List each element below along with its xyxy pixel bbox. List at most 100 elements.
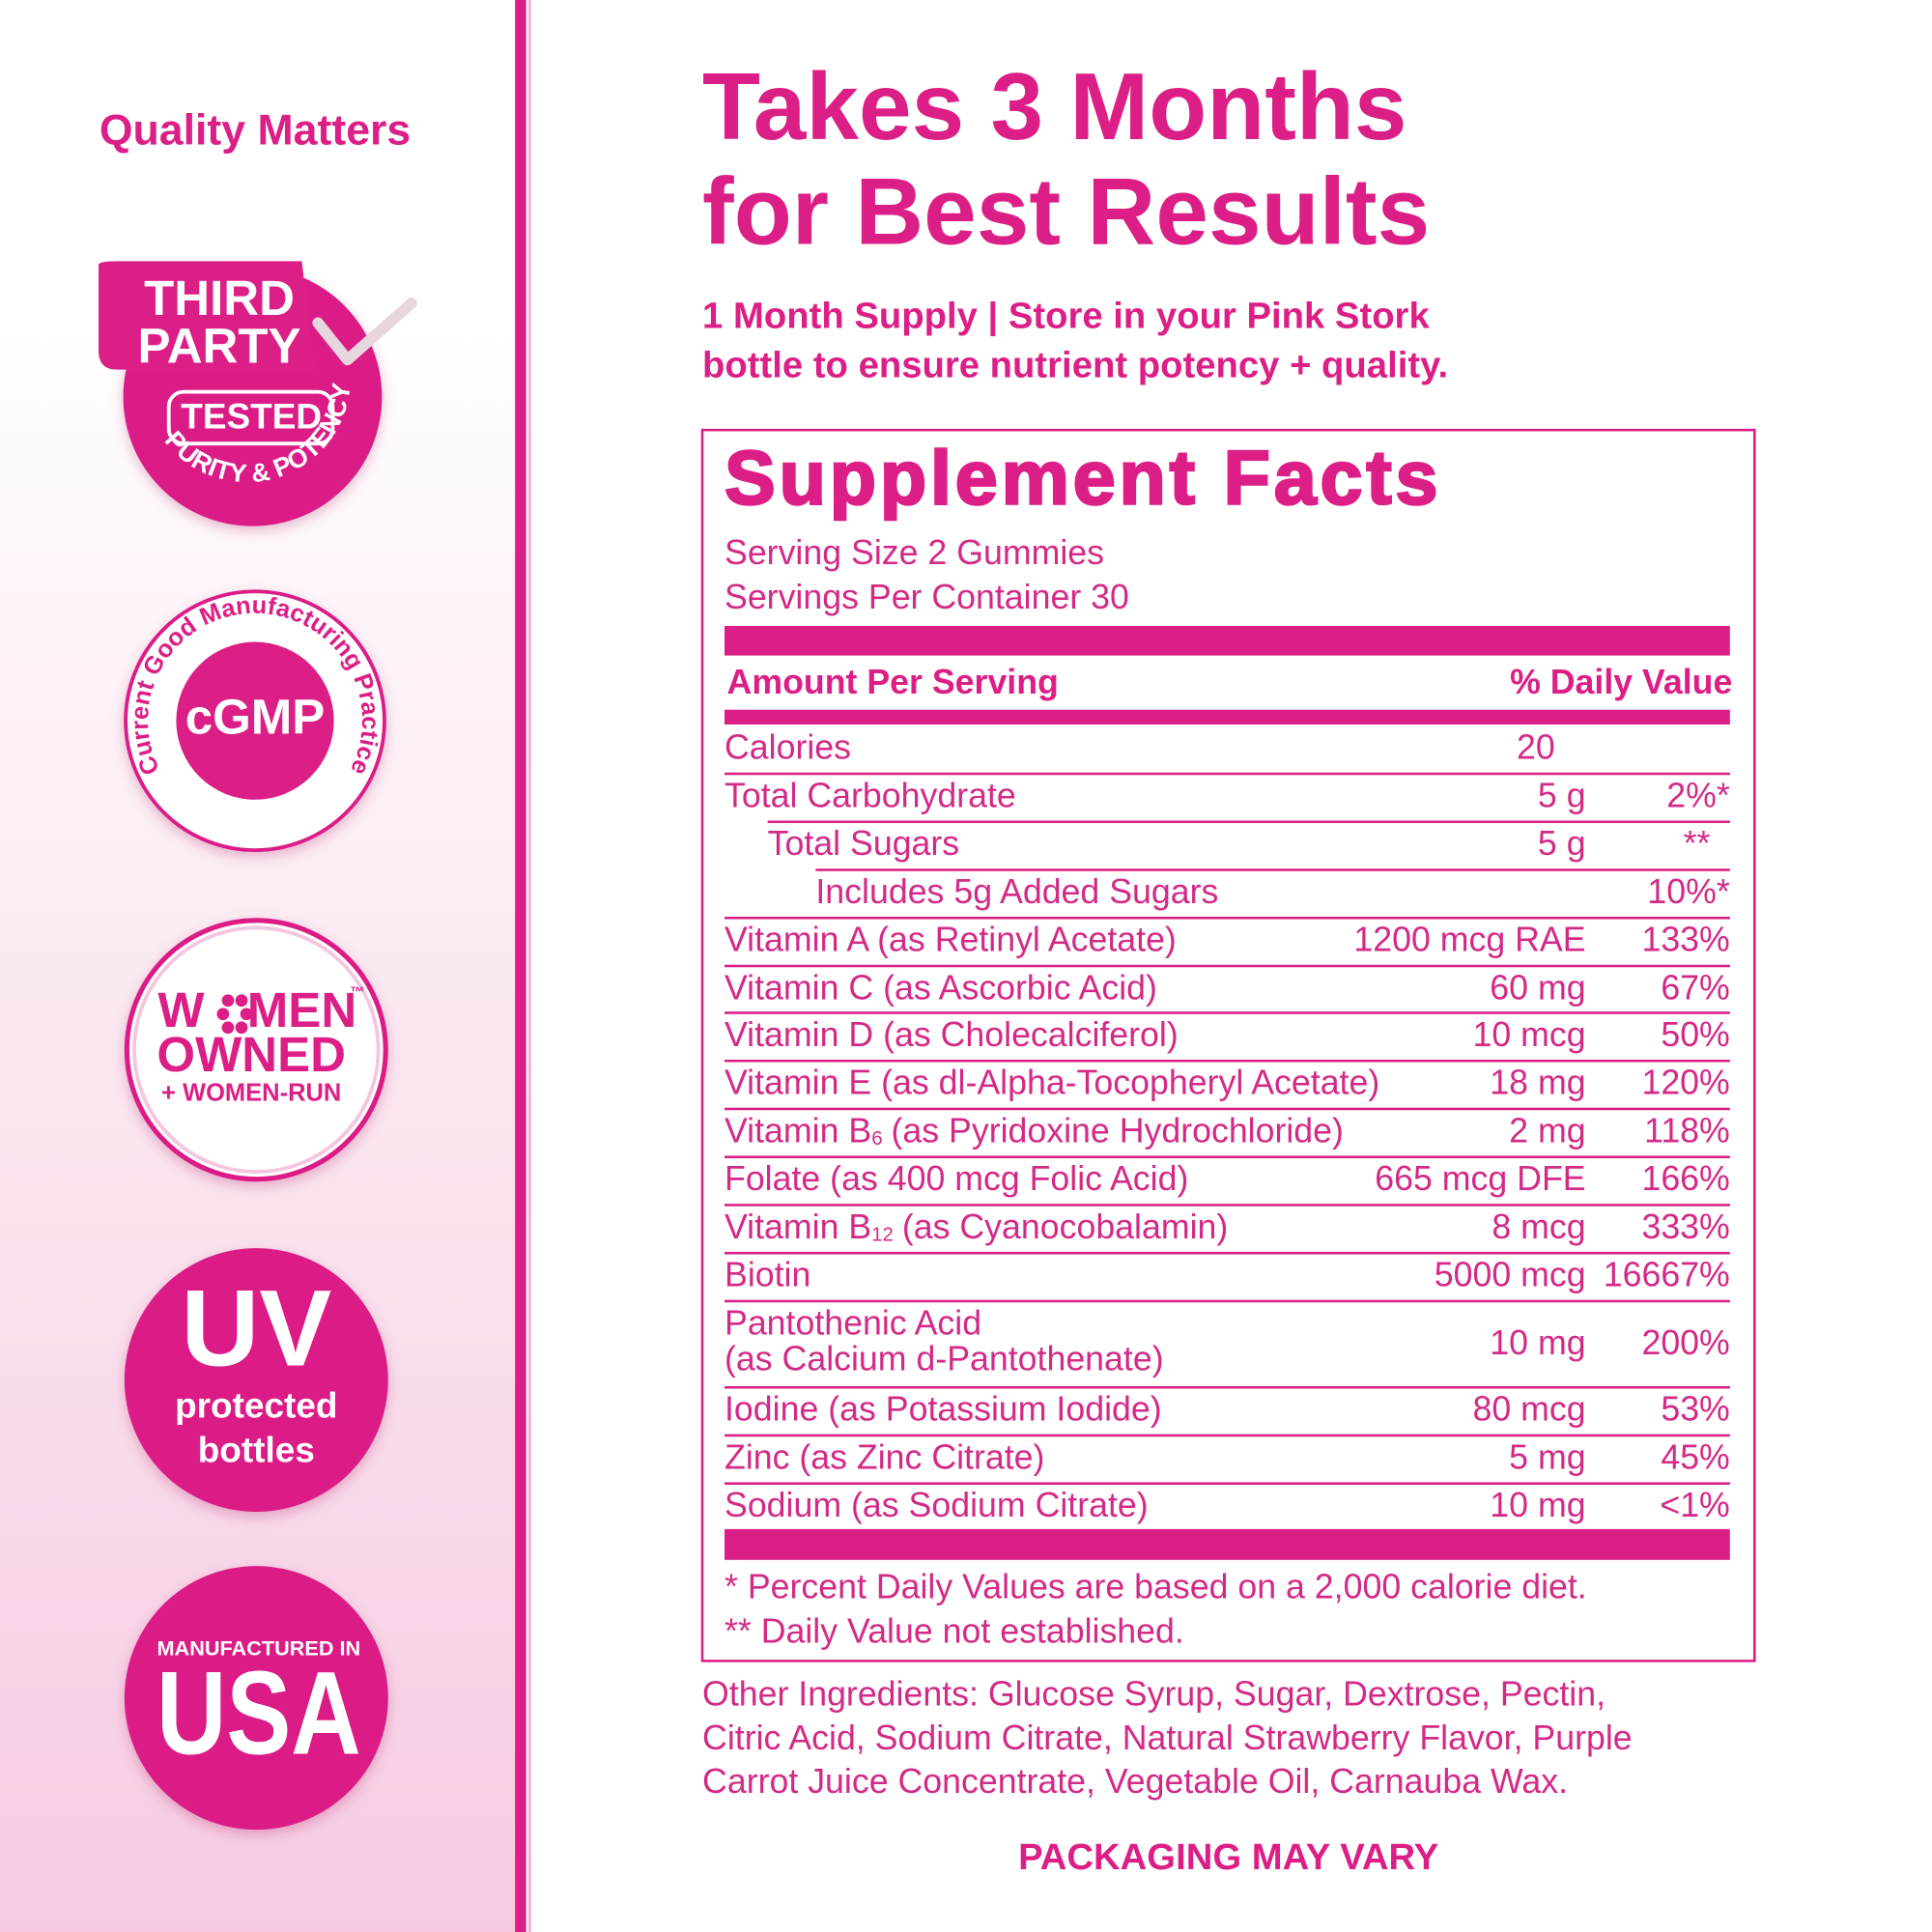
daily-value: <1% [1660, 1485, 1730, 1524]
col-header: Amount Per Serving [726, 663, 1059, 701]
amount: 18 mg [1490, 1064, 1586, 1102]
nutrient-name-text: Vitamin B [724, 1111, 872, 1151]
nutrient-name-text: Sodium (as Sodium Citrate) [724, 1485, 1149, 1524]
facts-row: Sodium (as Sodium Citrate) 10 mg <1% [724, 1481, 1730, 1530]
amount: 10 mg [1490, 1485, 1586, 1524]
facts-row: Includes 5g Added Sugars 10%* [724, 867, 1730, 917]
badge-text: TESTED [181, 396, 322, 436]
facts-row: Folate (as 400 mcg Folic Acid) 665 mcg DF… [724, 1155, 1730, 1205]
row-rule [724, 1011, 1730, 1015]
facts-box: Supplement Facts Serving Size 2 Gummies … [700, 428, 1756, 1662]
amount: 5 g [1537, 776, 1586, 814]
daily-value: ** [1683, 824, 1711, 863]
rule-medium [724, 709, 1730, 724]
badge-text: USA [156, 1647, 361, 1779]
amount: 1200 mcg RAE [1353, 920, 1586, 958]
badge-text: W [157, 982, 205, 1037]
women-owned-badge: W MEN ™ OWNED + WOMEN-RUN [124, 918, 388, 1182]
badge-text: ™ [350, 984, 364, 1001]
facts-rows: Calories 20 Total Carbohydrate 5 g 2%* Total … [724, 724, 1730, 1531]
nutrient-name-text: Total Sugars [767, 824, 960, 863]
daily-value: 10%* [1647, 871, 1730, 911]
facts-row: Vitamin B6 (as Pyridoxine Hydrochloride) 2… [724, 1107, 1730, 1156]
nutrient-name-text: Total Carbohydrate [724, 776, 1016, 814]
footnote: * Percent Daily Values are based on a 2,… [724, 1567, 1587, 1605]
nutrient-name: Total Sugars [768, 820, 960, 867]
nutrient-detail: (as Calcium d-Pantothenate) [724, 1339, 1164, 1378]
nutrient-name: Vitamin E (as dl-Alpha-Tocopheryl Acetat… [724, 1060, 1379, 1106]
daily-value: 16667% [1603, 1255, 1730, 1294]
row-rule [724, 1251, 1730, 1255]
daily-value: 333% [1641, 1207, 1730, 1246]
amount: 5000 mcg [1434, 1255, 1586, 1294]
nutrient-name: Zinc (as Zinc Citrate) [724, 1434, 1044, 1480]
badge-text: UV [181, 1267, 331, 1389]
nutrient-name-text: Vitamin E (as dl-Alpha-Tocopheryl Acetat… [724, 1064, 1380, 1102]
badge-text: cGMP [185, 690, 326, 745]
amount: 80 mcg [1472, 1389, 1586, 1429]
nutrient-name: Vitamin D (as Cholecalciferol) [724, 1012, 1179, 1059]
row-rule [724, 1481, 1730, 1485]
badge-text: PARTY [137, 319, 300, 374]
nutrient-name-text: Vitamin D (as Cholecalciferol) [724, 1015, 1179, 1055]
sidebar: Quality Matters THIRD PARTY TESTED PURIT… [0, 0, 531, 1932]
subscript: 12 [871, 1224, 894, 1246]
nutrient-name: Pantothenic Acid (as Calcium d-Pantothena… [724, 1299, 1164, 1378]
facts-row: Calories 20 [724, 724, 1730, 773]
amount: 8 mcg [1492, 1207, 1586, 1246]
row-rule [724, 772, 1730, 776]
daily-value: 67% [1661, 967, 1730, 1007]
nutrient-name: Folate (as 400 mcg Folic Acid) [724, 1156, 1188, 1203]
title: for Best Results [702, 158, 1431, 266]
nutrient-name: Vitamin B12 (as Cyanocobalamin) [724, 1204, 1228, 1259]
flower-icon [216, 994, 253, 1035]
usa-badge: MANUFACTURED IN USA [124, 1566, 388, 1831]
nutrient-name-text: Iodine (as Potassium Iodide) [724, 1389, 1162, 1429]
facts-row: Vitamin B12 (as Cyanocobalamin) 8 mcg 333% [724, 1204, 1730, 1252]
nutrient-detail: (as Cyanocobalamin) [901, 1207, 1229, 1246]
subtitle: bottle to ensure nutrient potency + qual… [702, 345, 1449, 386]
daily-value: 133% [1641, 920, 1730, 958]
nutrient-name: Total Carbohydrate [724, 773, 1016, 819]
facts-row: Pantothenic Acid (as Calcium d-Pantothena… [724, 1299, 1730, 1385]
cgmp-badge: cGMP Current Good Manufacturing Practice [124, 589, 386, 853]
nutrient-name: Biotin [724, 1252, 810, 1298]
divider [515, 0, 526, 1932]
col-header: % Daily Value [1510, 663, 1733, 701]
daily-value: 53% [1661, 1389, 1730, 1429]
nutrient-name: Vitamin A (as Retinyl Acetate) [724, 916, 1177, 962]
nutrient-name: Vitamin C (as Ascorbic Acid) [724, 964, 1157, 1010]
badge-text: + WOMEN-RUN [161, 1079, 341, 1106]
row-rule [724, 1060, 1730, 1063]
ingredients: Carrot Juice Concentrate, Vegetable Oil,… [702, 1761, 1569, 1801]
row-rule [724, 1155, 1730, 1159]
amount: 5 g [1537, 824, 1586, 863]
amount: 10 mcg [1472, 1015, 1586, 1055]
facts-row: Total Sugars 5 g ** [724, 820, 1730, 868]
footnote: ** Daily Value not established. [724, 1611, 1184, 1650]
nutrient-name: Iodine (as Potassium Iodide) [724, 1386, 1162, 1433]
third-party-badge: THIRD PARTY TESTED PURITY & POTENCY [99, 261, 417, 526]
row-rule [767, 820, 1730, 823]
nutrient-name-text: Pantothenic Acid [724, 1303, 982, 1342]
nutrient-detail: (as Pyridoxine Hydrochloride) [891, 1111, 1344, 1151]
amount: 60 mg [1490, 967, 1586, 1007]
daily-value: 50% [1661, 1015, 1730, 1055]
nutrient-name-text: Biotin [724, 1255, 811, 1294]
ingredients: Other Ingredients: Glucose Syrup, Sugar,… [702, 1674, 1606, 1713]
uv-badge: UV protected bottles [124, 1248, 388, 1513]
amount: 10 mg [1490, 1322, 1586, 1362]
daily-value: 166% [1641, 1159, 1730, 1198]
daily-value: 45% [1661, 1437, 1730, 1476]
nutrient-name-text: Includes 5g Added Sugars [815, 871, 1219, 911]
nutrient-name-text: Zinc (as Zinc Citrate) [724, 1437, 1045, 1476]
nutrient-name-text: Vitamin A (as Retinyl Acetate) [724, 920, 1177, 958]
facts-row: Biotin 5000 mcg 16667% [724, 1251, 1730, 1300]
row-rule [724, 1434, 1730, 1436]
facts-row: Total Carbohydrate 5 g 2%* [724, 772, 1730, 821]
servings-per-container: Servings Per Container 30 [724, 578, 1129, 616]
subtitle: 1 Month Supply | Store in your Pink Stor… [702, 296, 1430, 337]
daily-value: 200% [1641, 1322, 1730, 1362]
nutrient-name: Includes 5g Added Sugars [815, 868, 1218, 915]
daily-value: 118% [1644, 1111, 1730, 1151]
